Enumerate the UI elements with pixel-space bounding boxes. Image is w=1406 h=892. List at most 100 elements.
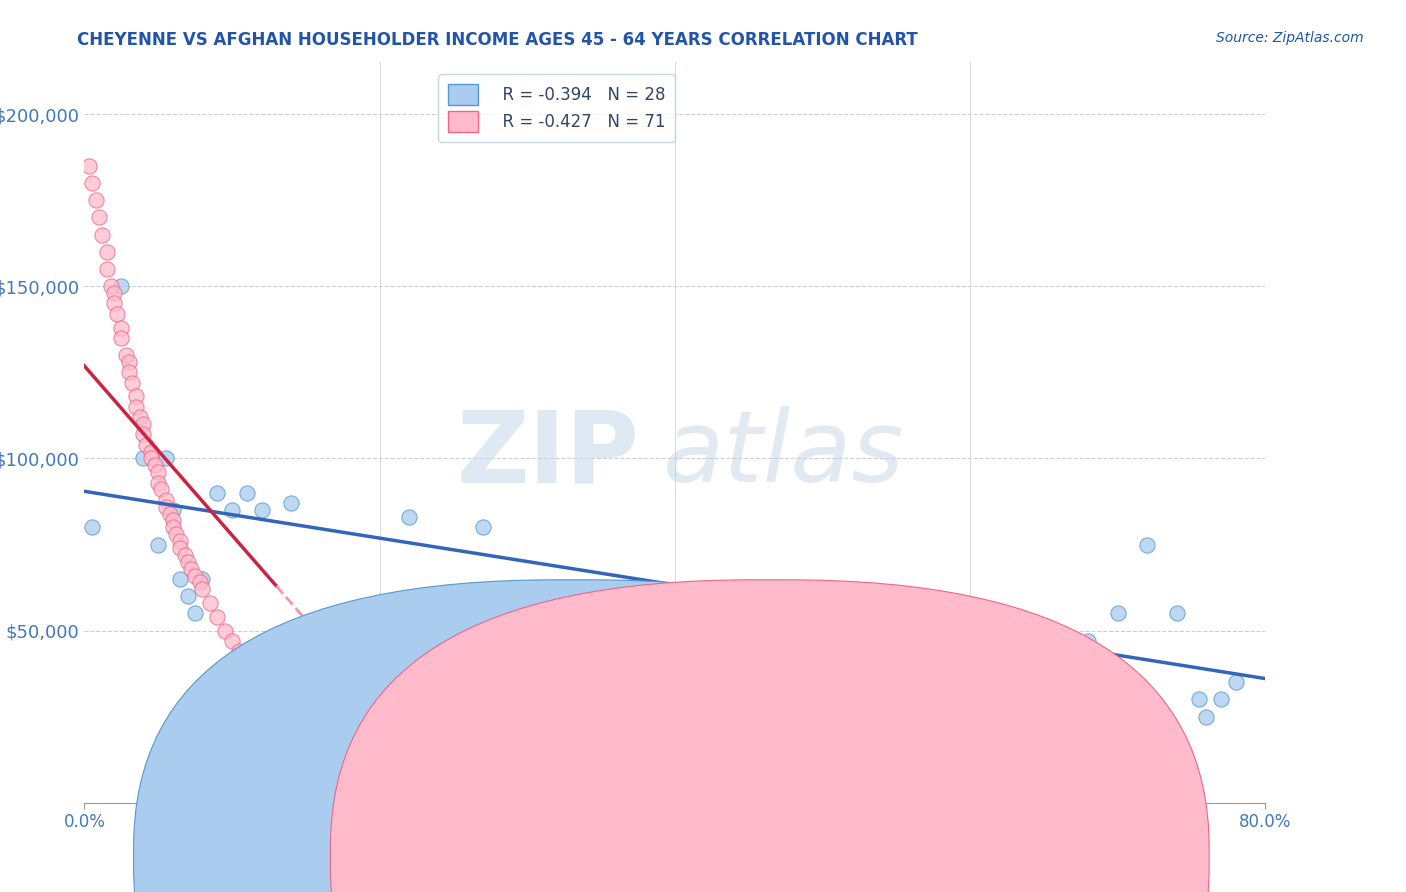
Point [486,766,509,780]
Point [188,575,211,590]
Point [148,475,170,490]
Point [398,510,420,524]
Point [148,465,170,479]
Point [100,279,122,293]
Point [132,427,155,442]
Point [162,513,184,527]
Text: Afghans: Afghans [794,847,862,865]
Point [243,665,266,679]
Point [110,279,132,293]
Point [959,692,981,706]
Point [143,458,166,473]
Point [280,496,302,510]
Point [110,320,132,334]
Point [132,417,155,431]
Point [148,537,170,551]
Point [266,692,288,706]
Point [80,520,103,534]
Point [472,520,495,534]
Point [384,747,406,762]
Point [84,193,107,207]
Text: Source: ZipAtlas.com: Source: ZipAtlas.com [1216,31,1364,45]
Point [1195,709,1218,723]
Point [191,582,214,597]
Point [591,772,613,786]
Point [413,755,436,769]
Point [150,483,173,497]
Point [165,527,187,541]
Point [118,355,141,369]
Point [103,296,125,310]
Point [155,492,177,507]
Point [236,655,259,669]
Point [516,768,538,782]
Point [139,444,162,458]
Point [1077,634,1099,648]
Point [118,365,141,379]
Point [96,244,118,259]
Point [257,682,280,697]
Point [121,376,143,390]
Point [125,389,148,403]
Point [184,568,207,582]
Point [198,596,221,610]
Point [173,548,195,562]
Point [546,770,568,784]
Text: CHEYENNE VS AFGHAN HOUSEHOLDER INCOME AGES 45 - 64 YEARS CORRELATION CHART: CHEYENNE VS AFGHAN HOUSEHOLDER INCOME AG… [77,31,918,49]
Point [221,634,243,648]
Point [295,709,318,723]
Point [96,262,118,277]
Point [886,607,908,621]
Point [427,758,450,772]
Point [87,211,111,225]
Point [1211,692,1233,706]
Point [214,624,236,638]
Point [132,451,155,466]
Point [80,176,103,190]
Point [169,541,191,555]
Point [129,410,152,425]
Point [280,699,302,714]
Point [162,503,184,517]
Point [1136,537,1159,551]
Point [443,761,465,775]
Point [155,451,177,466]
Point [1033,692,1056,706]
Point [1188,692,1211,706]
Point [207,486,229,500]
Point [1166,607,1188,621]
Point [398,751,420,765]
Point [103,286,125,301]
Point [169,534,191,549]
Point [135,438,157,452]
Point [457,763,479,777]
Point [354,737,377,751]
Point [339,731,361,745]
Point [368,740,391,755]
Point [105,307,128,321]
Text: atlas: atlas [664,407,904,503]
Point [1225,675,1247,690]
Point [207,610,229,624]
Point [177,589,200,603]
Point [221,503,243,517]
Point [77,159,100,173]
Point [159,507,181,521]
Point [184,607,207,621]
Point [125,400,148,414]
Point [162,520,184,534]
Point [114,348,136,362]
Legend:   R = -0.394   N = 28,   R = -0.427   N = 71: R = -0.394 N = 28, R = -0.427 N = 71 [439,74,675,142]
Point [180,561,202,575]
Point [155,500,177,514]
Point [634,773,657,788]
Point [191,572,214,586]
Point [236,486,259,500]
Text: ZIP: ZIP [457,407,640,503]
Point [250,675,273,690]
Point [250,503,273,517]
Point [139,451,162,466]
Point [325,723,347,738]
Point [91,227,114,242]
Point [309,716,332,731]
